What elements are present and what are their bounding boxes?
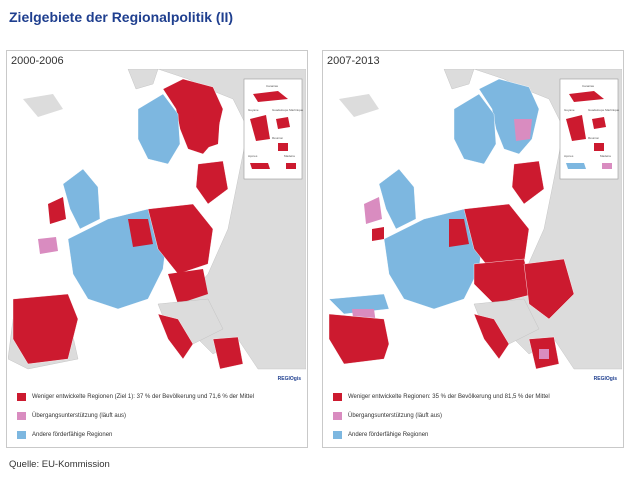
inset-madeira [286,163,296,169]
legend-item: Weniger entwickelte Regionen: 35 % der B… [333,387,550,406]
period-label: 2000-2006 [11,55,64,67]
map-panel-2000-2006: 2000-2006 Canarias [6,50,308,448]
inset-label-acores: Açores [564,154,574,158]
region [364,197,382,224]
inset-label-madeira: Madeira [600,154,611,158]
region [195,160,229,205]
region [511,160,545,205]
non-eu-land [23,94,63,117]
region [137,93,181,165]
inset-acores [250,163,270,169]
legend-label: Übergangsunterstützung (läuft aus) [348,412,443,419]
non-eu-land [127,69,159,90]
region [453,93,497,165]
inset-madeira [602,163,612,169]
inset-label-madeira: Madeira [284,154,295,158]
inset-label-reunion: Réunion [588,136,600,140]
inset-label-guyane: Guyane [564,108,575,112]
regio-logo: REGIOgis [593,376,617,382]
inset-guadeloupe [276,117,290,129]
region [128,219,153,247]
inset-guadeloupe [592,117,606,129]
legend-label: Andere förderfähige Regionen [32,431,113,438]
legend: Weniger entwickelte Regionen (Ziel 1): 3… [17,387,254,444]
page-title: Zielgebiete der Regionalpolitik (II) [9,9,234,25]
region [48,197,66,224]
region [372,227,384,241]
inset-label-guyane: Guyane [248,108,259,112]
region [473,313,510,360]
legend-item: Andere förderfähige Regionen [333,425,550,444]
region [523,258,575,320]
region [12,293,79,365]
region [378,168,417,230]
legend-item: Andere förderfähige Regionen [17,425,254,444]
region [473,258,535,305]
inset-label-reunion: Réunion [272,136,284,140]
legend-swatch [17,392,26,401]
inset-guyane [250,115,270,141]
inset-reunion [594,143,604,151]
europe-map: Canarias Guyane Guadeloupe Martinique Ré… [324,69,622,381]
region [328,313,390,365]
legend: Weniger entwickelte Regionen: 35 % der B… [333,387,550,444]
legend-label: Weniger entwickelte Regionen (Ziel 1): 3… [32,393,255,400]
region [147,203,214,275]
inset-label-canarias: Canarias [266,84,279,88]
inset-guyane [566,115,586,141]
regio-logo: REGIOgis [277,376,301,382]
region [539,349,549,359]
region [212,336,244,370]
legend-swatch [333,430,342,439]
region [514,119,532,141]
non-eu-land [339,94,379,117]
inset-label-acores: Açores [248,154,258,158]
inset-canarias [253,91,288,102]
legend-label: Übergangsunterstützung (läuft aus) [32,412,127,419]
europe-map: Canarias Guyane Guadeloupe Martinique Ré… [8,69,306,381]
legend-swatch [333,411,342,420]
region [38,237,58,254]
legend-label: Andere förderfähige Regionen [348,431,429,438]
region [449,219,469,247]
period-label: 2007-2013 [327,55,380,67]
map-panel-2007-2013: 2007-2013 Canarias [322,50,624,448]
region [193,114,220,149]
legend-swatch [333,392,342,401]
inset-label-guadeloupe: Guadeloupe Martinique [272,108,304,112]
legend-item: Weniger entwickelte Regionen (Ziel 1): 3… [17,387,254,406]
legend-label: Weniger entwickelte Regionen: 35 % der B… [348,393,550,400]
region [62,168,101,230]
non-eu-land [443,69,475,90]
source-note: Quelle: EU-Kommission [9,459,110,470]
inset-canarias [569,91,604,102]
inset-label-guadeloupe: Guadeloupe Martinique [588,108,620,112]
legend-swatch [17,430,26,439]
inset-acores [566,163,586,169]
region [157,313,194,360]
legend-item: Übergangsunterstützung (läuft aus) [17,406,254,425]
inset-label-canarias: Canarias [582,84,595,88]
legend-item: Übergangsunterstützung (läuft aus) [333,406,550,425]
legend-swatch [17,411,26,420]
region [168,269,208,304]
inset-reunion [278,143,288,151]
